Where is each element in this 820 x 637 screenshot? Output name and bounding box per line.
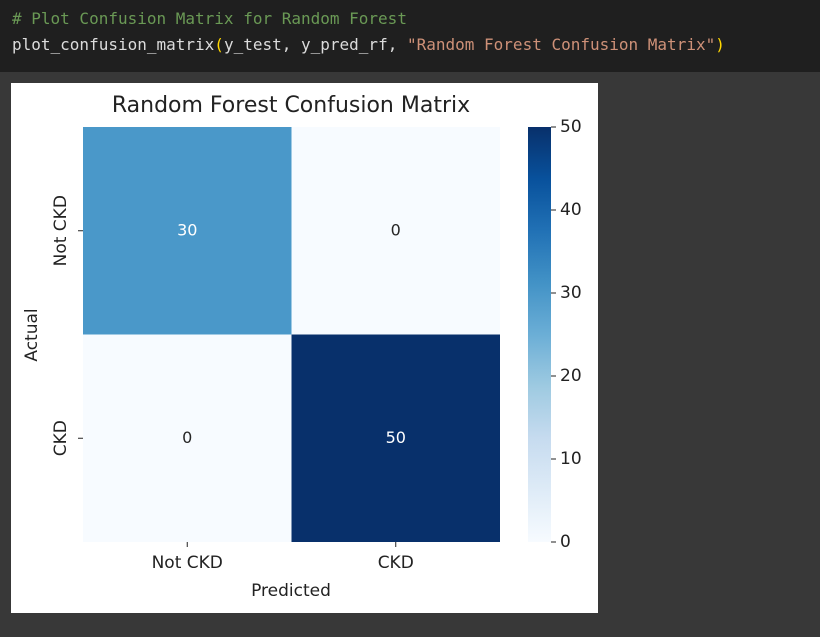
cell-label: 0: [182, 428, 192, 447]
y-axis-label: Actual: [22, 308, 42, 361]
colorbar-tick-label: 0: [560, 532, 571, 552]
x-tick-label: CKD: [378, 553, 414, 573]
chart: Random Forest Confusion Matrix Predicted…: [22, 93, 582, 601]
x-axis-label: Predicted: [251, 581, 331, 601]
cell-label: 50: [386, 428, 406, 447]
y-tick-label: Not CKD: [51, 195, 71, 266]
colorbar-tick-label: 30: [560, 283, 582, 303]
colorbar-tick-label: 10: [560, 449, 582, 469]
heatmap-cell: [291, 127, 500, 335]
code-token: (: [214, 35, 224, 54]
output: Random Forest Confusion Matrix Predicted…: [11, 83, 598, 613]
x-tick-label: Not CKD: [152, 553, 223, 573]
heatmap-cell: [291, 334, 500, 542]
code-token: ): [715, 35, 725, 54]
code-comment: # Plot Confusion Matrix for Random Fores…: [12, 9, 407, 28]
heatmap-cell: [83, 334, 292, 542]
cell-label: 30: [177, 220, 197, 239]
code-token: plot_confusion_matrix: [12, 35, 215, 54]
colorbar-tick-label: 40: [560, 200, 582, 220]
colorbar-tick-label: 50: [560, 117, 582, 137]
code-cell: # Plot Confusion Matrix for Random Fores…: [0, 0, 820, 72]
code-line: plot_confusion_matrix(y_test, y_pred_rf,…: [12, 35, 725, 54]
heatmap-cell: [83, 127, 292, 335]
y-tick-label: CKD: [51, 420, 71, 456]
code-token: y_test, y_pred_rf,: [223, 35, 407, 54]
colorbar-tick-label: 20: [560, 366, 582, 386]
cell-label: 0: [391, 220, 401, 239]
chart-title: Random Forest Confusion Matrix: [112, 93, 470, 118]
code-token: "Random Forest Confusion Matrix": [406, 35, 716, 54]
colorbar: [528, 127, 551, 542]
